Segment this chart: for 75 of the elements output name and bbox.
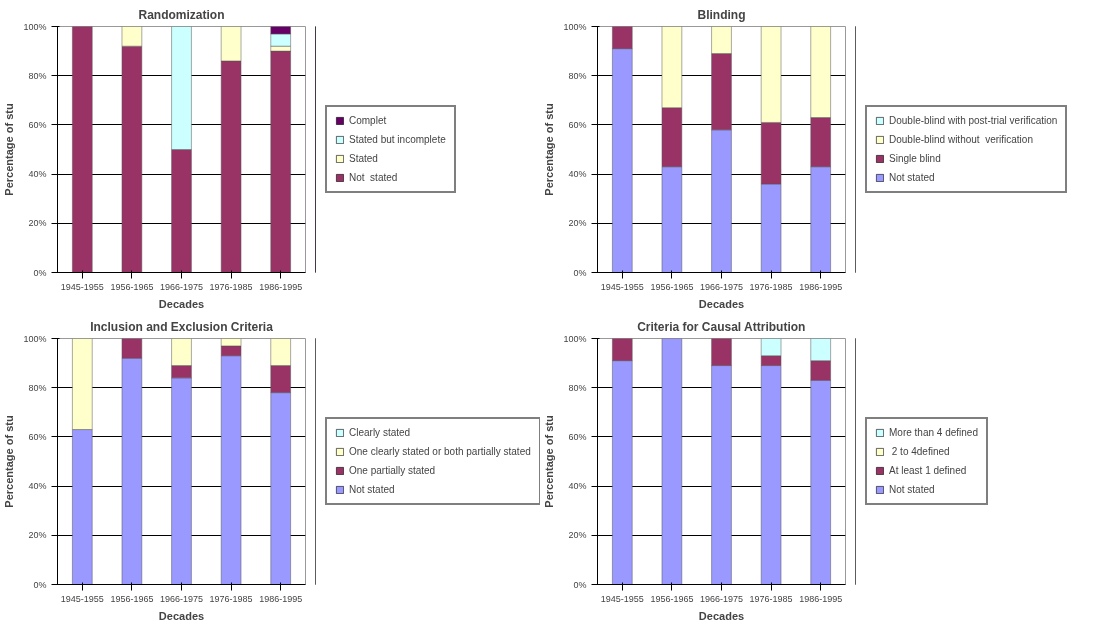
x-tick-label: 1976-1985 (209, 593, 253, 604)
legend-label: Double-blind with post-trial verification (889, 115, 1058, 126)
y-tick-label: 60% (28, 119, 47, 130)
x-tick-label: 1986-1995 (799, 593, 843, 604)
y-tick-label: 0% (573, 267, 587, 278)
legend-label: Complet (349, 115, 387, 126)
y-tick-label: 20% (568, 218, 587, 229)
y-tick-label: 20% (28, 530, 47, 541)
x-axis-title: Decades (698, 297, 745, 310)
legend-label: Not stated (349, 484, 395, 495)
x-axis-title: Decades (158, 609, 205, 622)
x-tick-label: 1945-1955 (60, 593, 104, 604)
legend-label: Stated but incomplete (349, 134, 446, 145)
x-tick-label: 1976-1985 (209, 281, 253, 292)
x-tick-label: 1966-1975 (159, 593, 204, 604)
y-tick-label: 20% (568, 530, 587, 541)
x-tick-label: 1956-1965 (110, 281, 154, 292)
y-axis-title: Percentage of stu (543, 103, 556, 196)
y-tick-label: 80% (568, 382, 587, 393)
legend-label: At least 1 defined (889, 465, 967, 476)
chart-title: Blinding (697, 7, 746, 22)
bar (661, 338, 683, 585)
x-tick-label: 1956-1965 (650, 281, 694, 292)
legend-label: More than 4 defined (889, 427, 978, 438)
y-axis-title: Percentage of stu (3, 103, 16, 196)
chart-title: Inclusion and Exclusion Criteria (90, 319, 274, 334)
legend-label: 2 to 4defined (890, 446, 950, 457)
legend-label: One clearly stated or both partially stated (349, 446, 531, 457)
bar (270, 50, 291, 273)
legend-label: Not stated (889, 172, 935, 183)
legend-label: Clearly stated (349, 427, 411, 438)
x-axis-title: Decades (158, 297, 205, 310)
y-tick-label: 100% (563, 333, 587, 344)
legend-label: Single blind (889, 153, 941, 164)
y-tick-label: 80% (568, 70, 587, 81)
x-tick-label: 1945-1955 (600, 593, 644, 604)
legend-label: Double-blind without verification (889, 134, 1033, 145)
x-tick-label: 1986-1995 (259, 593, 303, 604)
legend-label: Not stated (889, 484, 935, 495)
bar (72, 26, 93, 273)
y-tick-label: 100% (23, 333, 47, 344)
y-axis-title: Percentage of stu (3, 415, 16, 508)
x-tick-label: 1956-1965 (110, 593, 154, 604)
y-tick-label: 0% (33, 267, 47, 278)
x-tick-label: 1986-1995 (259, 281, 303, 292)
y-axis-title: Percentage of stu (543, 415, 556, 508)
legend-label: One partially stated (349, 465, 436, 476)
x-tick-label: 1966-1975 (699, 593, 744, 604)
chart-title: Criteria for Causal Attribution (637, 319, 806, 334)
y-tick-label: 80% (28, 382, 47, 393)
legend-label: Stated (349, 153, 378, 164)
y-tick-label: 40% (568, 169, 587, 180)
x-tick-label: 1945-1955 (60, 281, 104, 292)
y-tick-label: 60% (28, 431, 47, 442)
y-tick-label: 60% (568, 431, 587, 442)
y-tick-label: 40% (568, 481, 587, 492)
y-tick-label: 0% (33, 579, 47, 590)
y-tick-label: 40% (28, 481, 47, 492)
y-tick-label: 100% (563, 21, 587, 32)
y-tick-label: 20% (28, 218, 47, 229)
x-tick-label: 1976-1985 (749, 281, 793, 292)
x-tick-label: 1945-1955 (600, 281, 644, 292)
y-tick-label: 60% (568, 119, 587, 130)
y-tick-label: 40% (28, 169, 47, 180)
x-tick-label: 1966-1975 (159, 281, 204, 292)
y-tick-label: 0% (573, 579, 587, 590)
chart-title: Randomization (138, 7, 225, 22)
legend-label: Not stated (349, 172, 398, 183)
y-tick-label: 100% (23, 21, 47, 32)
x-tick-label: 1986-1995 (799, 281, 843, 292)
x-tick-label: 1956-1965 (650, 593, 694, 604)
y-tick-label: 80% (28, 70, 47, 81)
x-tick-label: 1966-1975 (699, 281, 744, 292)
x-tick-label: 1976-1985 (749, 593, 793, 604)
x-axis-title: Decades (698, 609, 745, 622)
